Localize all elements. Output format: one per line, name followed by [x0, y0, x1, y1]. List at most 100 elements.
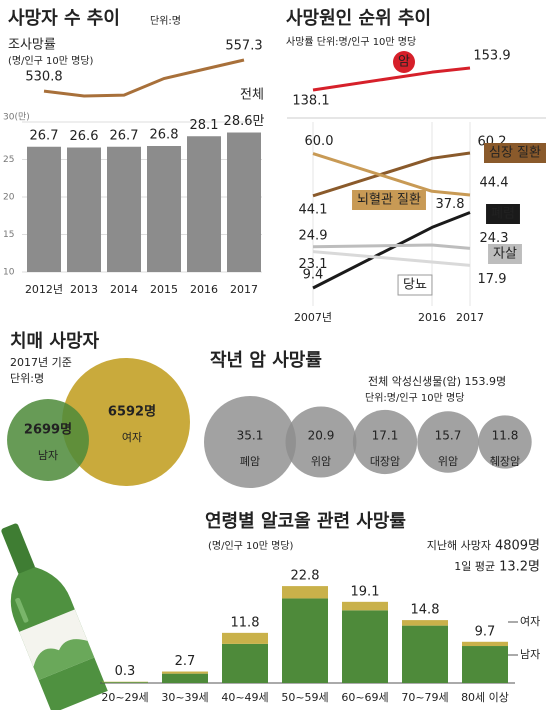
bar-segment [462, 641, 508, 647]
bar [27, 146, 61, 272]
note: 전체 악성신생물(암) 153.9명 [368, 375, 506, 388]
annotation-label: 지난해 사망자 [427, 538, 491, 552]
series-tag: 당뇨 [397, 274, 433, 296]
x-tick-label: 30~39세 [161, 691, 208, 704]
value-label: 44.1 [299, 202, 328, 217]
category-label: 폐암 [240, 455, 260, 468]
line [312, 243, 471, 250]
chart-title: 작년 암 사망률 [210, 350, 322, 371]
bar-segment [222, 643, 268, 683]
x-tick-label: 20~29세 [101, 691, 148, 704]
value-label: 26.6 [70, 129, 99, 144]
y-tick-label: 15 [3, 230, 14, 240]
series-tag: 뇌혈관 질환 [352, 190, 426, 210]
total-label: 22.8 [291, 569, 320, 584]
y-tick-label: 25 [3, 155, 14, 165]
value-label: 2699명 [24, 422, 72, 438]
series-name: 자살 [493, 247, 517, 262]
value-label: 11.8 [492, 429, 519, 443]
category-label: 위암 [438, 455, 458, 468]
series-name: 암 [398, 55, 410, 70]
subtitle: 2017년 기준 [10, 356, 72, 369]
bottle-label-art [33, 639, 95, 681]
annotation-label: 1일 평균 [454, 559, 495, 573]
line [312, 151, 471, 198]
x-tick-label: 2014 [110, 283, 138, 296]
total-label: 9.7 [475, 624, 496, 639]
total-label: 2.7 [175, 654, 196, 669]
bottle-shine [15, 597, 29, 623]
bar-segment [402, 625, 448, 683]
total-label: 0.3 [115, 664, 136, 679]
value-label: 9.4 [303, 268, 324, 283]
bar-segment [282, 598, 328, 683]
category-label: 대장암 [370, 455, 400, 468]
x-tick-label: 2017 [456, 311, 484, 324]
total-label: 14.8 [411, 603, 440, 618]
x-tick-label: 2007년 [294, 311, 332, 324]
value-label: 17.9 [478, 272, 507, 287]
value-label: 24.3 [480, 231, 509, 246]
value-label: 28.6만 [224, 114, 265, 129]
subtitle: 사망률 단위:명/인구 10만 명당 [286, 35, 416, 48]
annotation-value: 4809명 [495, 539, 540, 554]
series-tag-bg [352, 190, 426, 210]
bubble [285, 406, 357, 478]
series-tag-bg [393, 51, 415, 73]
line [312, 152, 471, 197]
bubble [352, 409, 418, 475]
x-tick-label: 2016 [190, 283, 218, 296]
line [312, 250, 471, 267]
x-tick-label: 50~59세 [281, 691, 328, 704]
series-unit: (명/인구 10만 명당) [8, 55, 94, 67]
bar [187, 136, 221, 272]
series-name: 당뇨 [403, 278, 427, 293]
x-tick-label: 40~49세 [221, 691, 268, 704]
value-label: 35.1 [237, 429, 264, 443]
bar-segment [342, 601, 388, 611]
series-name: 전체 [240, 88, 264, 103]
x-tick-label: 80세 이상 [461, 691, 509, 704]
bar [227, 132, 261, 272]
value-label: 6592명 [108, 404, 156, 420]
unit: 단위:명 [10, 372, 44, 385]
bubble [204, 396, 296, 488]
value-label: 20.9 [308, 429, 335, 443]
value-label: 530.8 [25, 70, 62, 85]
bar-segment [282, 586, 328, 599]
x-tick-label: 2017 [230, 283, 258, 296]
value-label: 138.1 [292, 94, 329, 109]
bottle-neck [1, 523, 35, 575]
unit: (명/인구 10만 명당) [208, 540, 294, 552]
line [312, 211, 471, 290]
bar [67, 147, 101, 272]
line [312, 66, 471, 92]
series-name: 뇌혈관 질환 [357, 193, 421, 208]
total-label: 11.8 [231, 615, 260, 630]
value-label: 37.8 [436, 197, 465, 212]
unit: 단위:명 [150, 14, 181, 27]
series-name: 심장 질환 [489, 146, 541, 161]
series-tag: 암 [393, 51, 415, 73]
value-label: 26.8 [150, 128, 179, 143]
x-tick-label: 2015 [150, 283, 178, 296]
venn-circle [7, 399, 89, 481]
chart-title: 사망자 수 추이 [8, 8, 120, 29]
series-name: 조사망률 [8, 38, 56, 53]
value-label: 557.3 [225, 39, 262, 54]
category-label: 남자 [38, 449, 58, 462]
series-tag: 폐렴 [486, 204, 520, 224]
value-label: 15.7 [435, 429, 462, 443]
series-tag-bg [488, 244, 522, 264]
bar-segment [222, 632, 268, 644]
series-tag-bg [486, 204, 520, 224]
bottle-illustration [1, 523, 108, 710]
value-label: 23.1 [299, 257, 328, 272]
bar-segment [102, 682, 148, 683]
unit: 단위:명/인구 10만 명당 [365, 391, 464, 404]
total-label: 19.1 [351, 584, 380, 599]
series-tag: 심장 질환 [484, 143, 546, 163]
x-tick-label: 70~79세 [401, 691, 448, 704]
series-tag-bg [397, 274, 433, 296]
bar [147, 146, 181, 272]
